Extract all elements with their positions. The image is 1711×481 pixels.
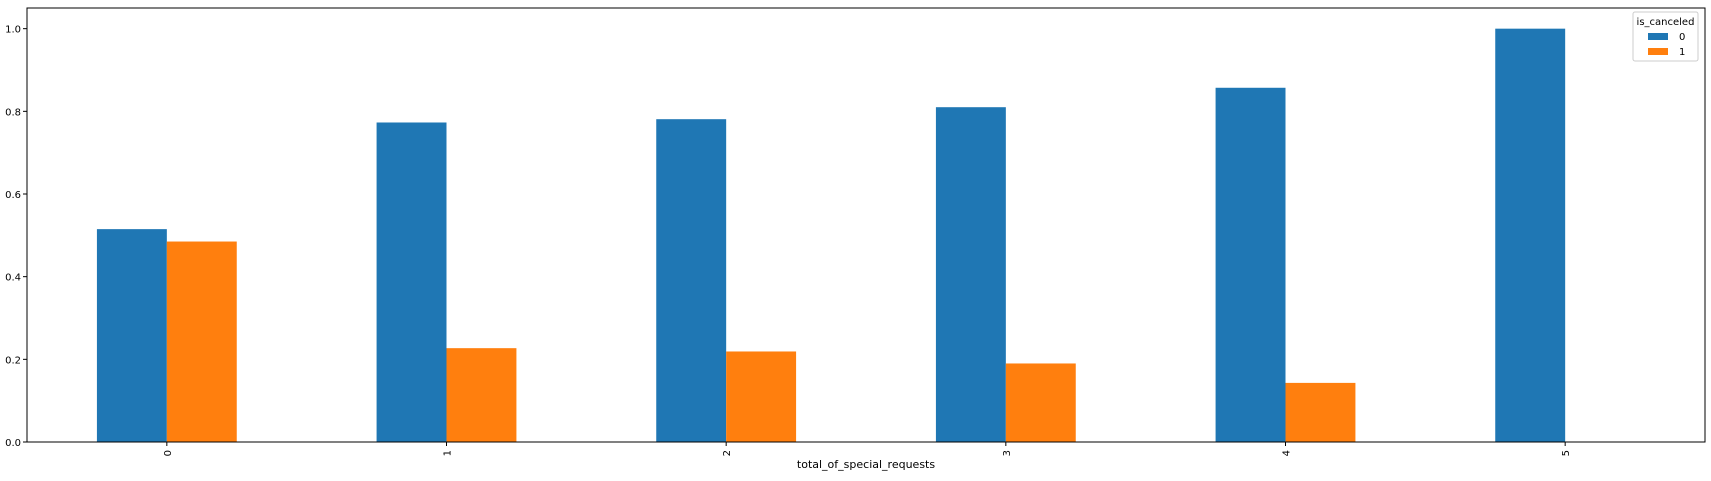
bar-series-0-cat-1 xyxy=(376,122,447,443)
legend-swatch-1 xyxy=(1648,48,1668,55)
axes-layer: 0.0 0.2 0.4 0.6 0.8 1.0 0 1 2 3 4 5 xyxy=(5,7,1706,456)
y-tick-label: 1.0 xyxy=(5,25,21,36)
bar-series-0-cat-3 xyxy=(935,107,1006,442)
y-tick-label: 0.0 xyxy=(5,438,21,449)
x-tick-label: 3 xyxy=(1002,450,1013,456)
y-tick-label: 0.2 xyxy=(5,355,21,366)
x-tick-label: 5 xyxy=(1561,450,1572,456)
bar-series-0-cat-4 xyxy=(1215,87,1286,443)
x-tick-label: 0 xyxy=(163,450,174,456)
bar-series-1-cat-4 xyxy=(1285,382,1356,442)
y-tick-label: 0.6 xyxy=(5,190,21,201)
x-tick-label: 2 xyxy=(722,450,733,456)
bars-layer xyxy=(96,28,1566,443)
x-tick-label: 1 xyxy=(443,450,454,456)
x-axis-label: total_of_special_requests xyxy=(797,458,935,471)
y-tick-label: 0.4 xyxy=(5,273,21,284)
legend-swatch-0 xyxy=(1648,33,1668,40)
legend-title: is_canceled xyxy=(1637,17,1695,28)
bar-series-0-cat-0 xyxy=(96,229,167,442)
legend-label-1: 1 xyxy=(1679,47,1685,58)
x-tick-label: 4 xyxy=(1282,450,1293,456)
bar-series-1-cat-2 xyxy=(726,351,797,442)
bar-series-1-cat-0 xyxy=(166,241,237,442)
y-tick-label: 0.8 xyxy=(5,107,21,118)
bar-series-1-cat-1 xyxy=(446,348,517,442)
bar-series-0-cat-5 xyxy=(1495,28,1566,442)
legend: is_canceled 0 1 xyxy=(1632,11,1699,62)
legend-label-0: 0 xyxy=(1679,32,1685,43)
plot-frame xyxy=(26,7,1706,443)
bar-series-1-cat-3 xyxy=(1005,363,1076,442)
bar-series-0-cat-2 xyxy=(656,119,727,442)
